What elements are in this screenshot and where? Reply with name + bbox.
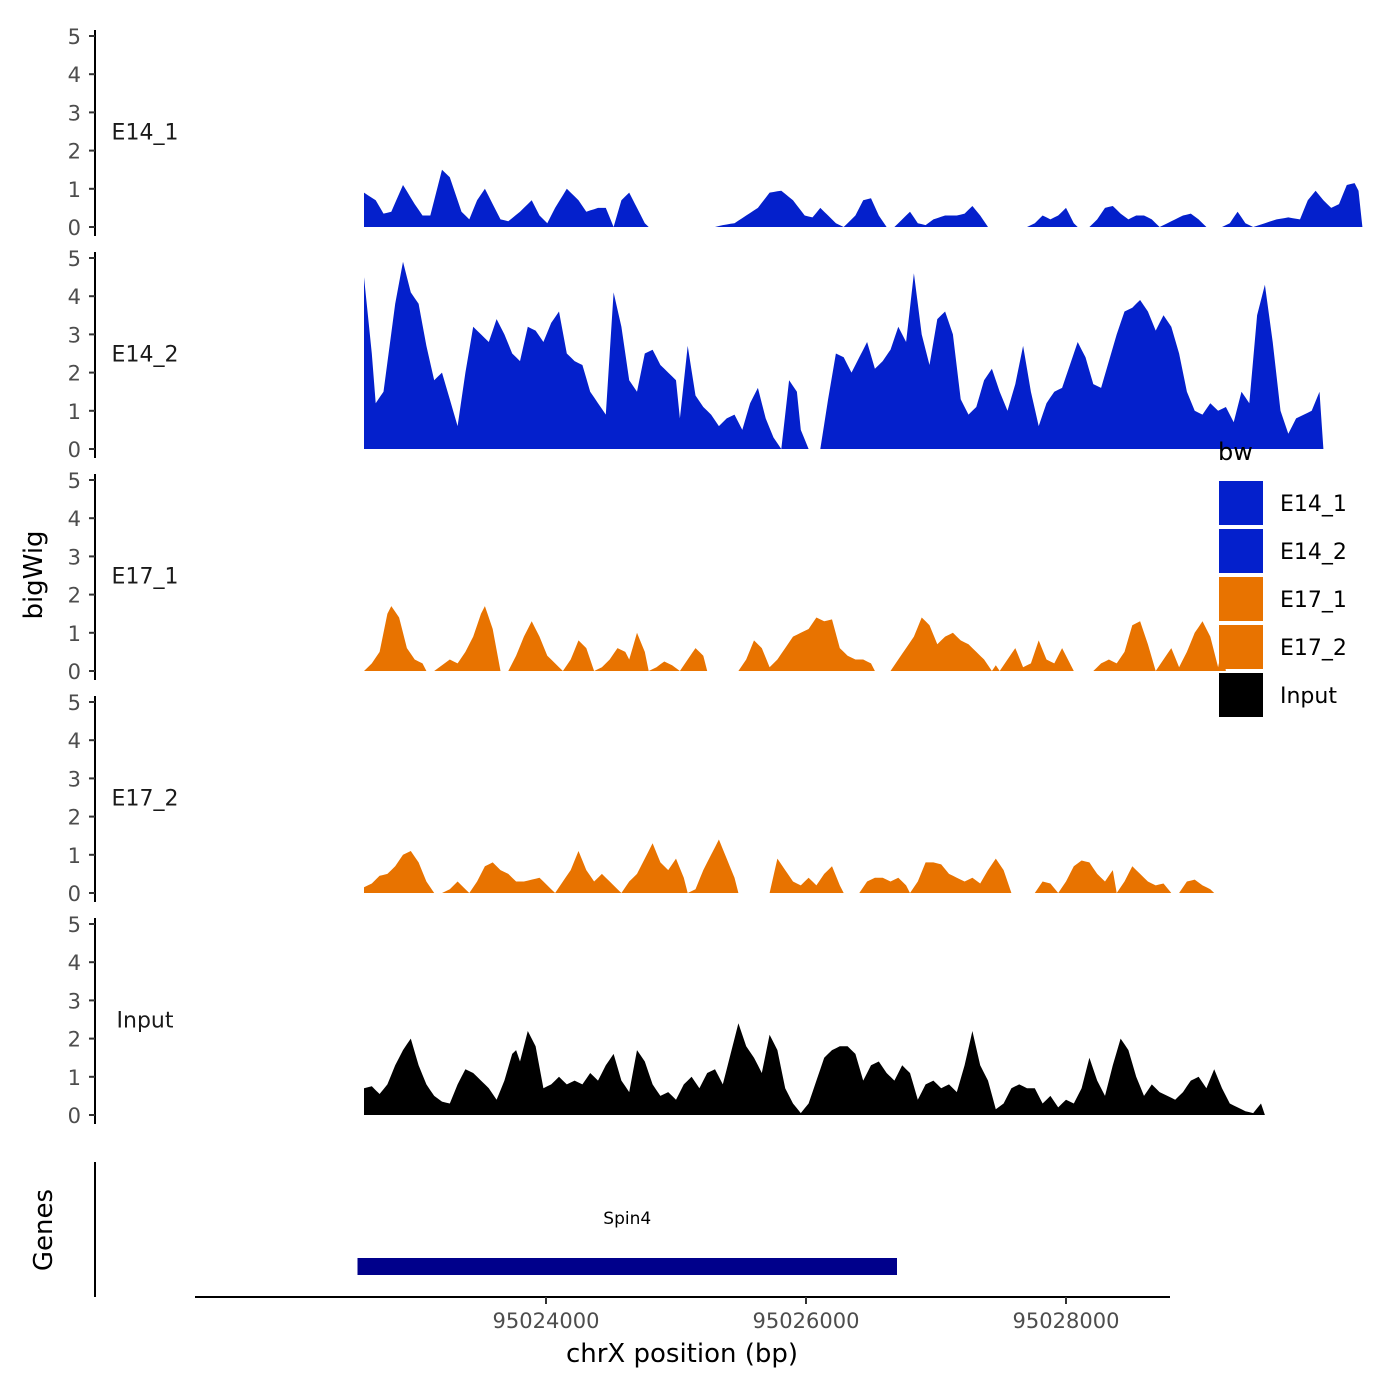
y-tick-label: 5	[68, 469, 81, 493]
area-E17_2	[364, 839, 1215, 893]
y-tick-label: 3	[68, 989, 81, 1013]
panel-label: E14_1	[112, 121, 179, 146]
y-tick-label: 0	[68, 216, 81, 240]
y-tick-label: 4	[68, 951, 81, 975]
y-tick-label: 5	[68, 25, 81, 49]
legend-label: E17_1	[1280, 588, 1347, 613]
x-axis: 95024000 95026000 95028000 chrX position (…	[195, 1296, 1170, 1369]
gene-marks: Spin4	[357, 1209, 897, 1275]
y-tick-label: 2	[68, 140, 81, 164]
area-E17_1	[364, 606, 1226, 671]
y-tick-label: 0	[68, 882, 81, 906]
y-tick-label: 1	[68, 178, 81, 202]
x-tick-label: 95028000	[1013, 1309, 1120, 1333]
area-E14_1	[364, 169, 1363, 227]
x-tick-label: 95024000	[493, 1309, 600, 1333]
y-tick-label: 1	[68, 400, 81, 424]
y-tick-label: 0	[68, 438, 81, 462]
legend-title: bw	[1218, 438, 1253, 466]
y-tick-label: 3	[68, 767, 81, 791]
panel-label: E17_2	[112, 787, 179, 812]
y-axis-title: bigWig	[19, 530, 49, 619]
y-tick-label: 1	[68, 622, 81, 646]
y-tick-label: 3	[68, 545, 81, 569]
y-tick-label: 1	[68, 1066, 81, 1090]
y-tick-label: 4	[68, 729, 81, 753]
y-tick-label: 2	[68, 806, 81, 830]
y-tick-label: 4	[68, 285, 81, 309]
legend-swatch-E17_2	[1219, 625, 1263, 669]
y-tick-label: 2	[68, 584, 81, 608]
y-tick-label: 0	[68, 1104, 81, 1128]
genes-y-axis-title: Genes	[29, 1189, 59, 1271]
x-ticks: 95024000 95026000 95028000	[493, 1297, 1120, 1333]
panel-label: E14_2	[112, 343, 179, 368]
y-tick-label: 0	[68, 660, 81, 684]
panel-Input: 0 1 2 3 4 5 Input	[68, 913, 1265, 1128]
legend-swatch-E14_1	[1219, 481, 1263, 525]
y-tick-label: 1	[68, 844, 81, 868]
legend-label: E14_2	[1280, 540, 1347, 565]
legend-label: E17_2	[1280, 636, 1347, 661]
bigwig-panels: 0 1 2 3 4 5 E14_1 0 1 2 3 4 5 E14_2 0 1 2 3 4 5 E17_1 0 1 2 3 4 5 E…	[68, 25, 1363, 1128]
y-tick-label: 2	[68, 1028, 81, 1052]
x-axis-title: chrX position (bp)	[566, 1339, 798, 1369]
gene-label: Spin4	[603, 1209, 651, 1229]
area-E14_2	[364, 261, 1324, 449]
y-tick-label: 4	[68, 63, 81, 87]
area-Input	[364, 1023, 1265, 1115]
y-tick-label: 3	[68, 101, 81, 125]
legend-label: E14_1	[1280, 492, 1347, 517]
y-tick-label: 2	[68, 362, 81, 386]
legend-label: Input	[1280, 684, 1337, 709]
legend-swatch-Input	[1219, 673, 1263, 717]
legend-items: E14_1 E14_2 E17_1 E17_2 Input	[1219, 481, 1347, 717]
legend-swatch-E17_1	[1219, 577, 1263, 621]
legend: bw E14_1 E14_2 E17_1 E17_2 Input	[1218, 438, 1347, 717]
panel-label: Input	[117, 1009, 174, 1034]
y-tick-label: 4	[68, 507, 81, 531]
legend-swatch-E14_2	[1219, 529, 1263, 573]
y-tick-label: 5	[68, 913, 81, 937]
panel-E17_2: 0 1 2 3 4 5 E17_2	[68, 691, 1215, 906]
panel-E14_2: 0 1 2 3 4 5 E14_2	[68, 247, 1324, 462]
gene-body-Spin4	[357, 1258, 897, 1275]
panel-E14_1: 0 1 2 3 4 5 E14_1	[68, 25, 1363, 240]
y-tick-label: 5	[68, 247, 81, 271]
panel-E17_1: 0 1 2 3 4 5 E17_1	[68, 469, 1226, 684]
panel-label: E17_1	[112, 565, 179, 590]
y-tick-label: 3	[68, 323, 81, 347]
genes-panel: Genes Spin4	[29, 1162, 897, 1297]
y-tick-label: 5	[68, 691, 81, 715]
x-tick-label: 95026000	[753, 1309, 860, 1333]
